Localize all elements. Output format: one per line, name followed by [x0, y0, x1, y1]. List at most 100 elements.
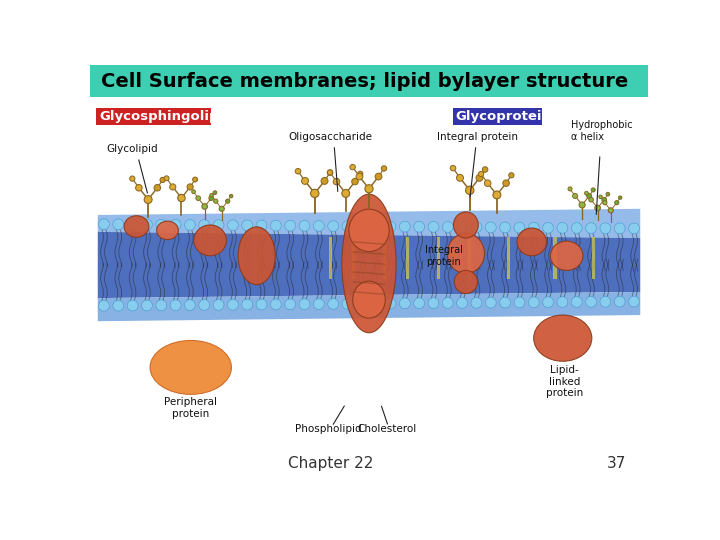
Circle shape	[485, 222, 496, 233]
Circle shape	[589, 198, 593, 202]
Circle shape	[572, 193, 577, 198]
Circle shape	[113, 300, 124, 311]
Circle shape	[579, 202, 585, 208]
Ellipse shape	[517, 228, 546, 256]
Circle shape	[313, 220, 324, 231]
Circle shape	[299, 220, 310, 231]
Circle shape	[160, 177, 166, 183]
Circle shape	[156, 300, 167, 310]
Bar	[507, 237, 510, 279]
Circle shape	[543, 297, 554, 308]
Circle shape	[568, 187, 572, 191]
Circle shape	[485, 298, 496, 308]
Circle shape	[135, 185, 142, 191]
Circle shape	[571, 296, 582, 307]
Bar	[437, 237, 441, 279]
Circle shape	[225, 199, 230, 203]
Circle shape	[184, 219, 195, 230]
Bar	[453, 108, 542, 125]
Circle shape	[602, 198, 606, 202]
Ellipse shape	[150, 340, 231, 394]
Circle shape	[442, 298, 453, 308]
Circle shape	[618, 196, 622, 199]
Circle shape	[342, 221, 353, 232]
Ellipse shape	[157, 221, 179, 240]
Ellipse shape	[550, 241, 583, 271]
Circle shape	[456, 222, 467, 232]
Circle shape	[356, 298, 367, 309]
Text: Integral protein: Integral protein	[437, 132, 518, 142]
Circle shape	[178, 194, 185, 202]
Circle shape	[606, 192, 610, 196]
Circle shape	[629, 223, 639, 234]
Circle shape	[476, 174, 483, 181]
Circle shape	[113, 219, 124, 230]
Circle shape	[350, 164, 356, 170]
Circle shape	[144, 195, 152, 204]
Circle shape	[271, 299, 282, 310]
Text: Chapter 22: Chapter 22	[287, 456, 373, 471]
Text: 37: 37	[607, 456, 626, 471]
Circle shape	[99, 219, 109, 230]
Circle shape	[333, 178, 340, 185]
Circle shape	[184, 300, 195, 310]
Circle shape	[196, 196, 200, 200]
Circle shape	[365, 185, 373, 193]
Circle shape	[358, 171, 363, 177]
Circle shape	[328, 299, 338, 309]
Circle shape	[557, 296, 568, 307]
Circle shape	[471, 222, 482, 233]
Circle shape	[629, 296, 639, 307]
Bar	[468, 237, 472, 279]
Ellipse shape	[353, 281, 385, 318]
Circle shape	[213, 191, 217, 194]
Circle shape	[342, 190, 350, 197]
Circle shape	[214, 199, 218, 203]
Circle shape	[585, 222, 596, 233]
Circle shape	[127, 219, 138, 230]
Text: Phospholipid: Phospholipid	[295, 423, 362, 434]
Circle shape	[482, 167, 488, 172]
Text: Oligosaccharide: Oligosaccharide	[288, 132, 372, 142]
Circle shape	[351, 178, 359, 185]
Bar	[90, 65, 648, 97]
Circle shape	[156, 219, 167, 230]
Circle shape	[256, 220, 267, 231]
Circle shape	[202, 204, 207, 210]
Circle shape	[328, 170, 333, 176]
Circle shape	[543, 222, 554, 233]
Circle shape	[528, 297, 539, 308]
Circle shape	[256, 299, 267, 310]
Circle shape	[230, 194, 233, 198]
Bar	[96, 108, 211, 125]
Circle shape	[385, 298, 396, 309]
Circle shape	[585, 191, 588, 195]
Circle shape	[382, 166, 387, 171]
Circle shape	[285, 299, 296, 310]
Circle shape	[478, 171, 484, 177]
Ellipse shape	[454, 271, 477, 294]
Circle shape	[356, 173, 363, 180]
Circle shape	[615, 200, 619, 205]
Bar	[383, 237, 386, 279]
Circle shape	[450, 165, 456, 171]
Circle shape	[428, 221, 439, 232]
Circle shape	[209, 196, 214, 200]
Circle shape	[192, 190, 195, 193]
Circle shape	[142, 300, 153, 311]
Circle shape	[375, 173, 382, 180]
Circle shape	[595, 205, 600, 211]
Circle shape	[242, 299, 253, 310]
Bar	[593, 237, 595, 279]
Ellipse shape	[447, 233, 485, 273]
Text: Lipid-
linked
protein: Lipid- linked protein	[546, 365, 583, 399]
Circle shape	[514, 297, 525, 308]
Circle shape	[193, 177, 197, 182]
Circle shape	[603, 200, 607, 205]
Text: Glycosphingolipid: Glycosphingolipid	[99, 110, 233, 123]
Ellipse shape	[454, 212, 478, 238]
Ellipse shape	[349, 209, 389, 252]
Bar	[554, 237, 557, 279]
Polygon shape	[98, 209, 640, 238]
Circle shape	[456, 298, 467, 308]
